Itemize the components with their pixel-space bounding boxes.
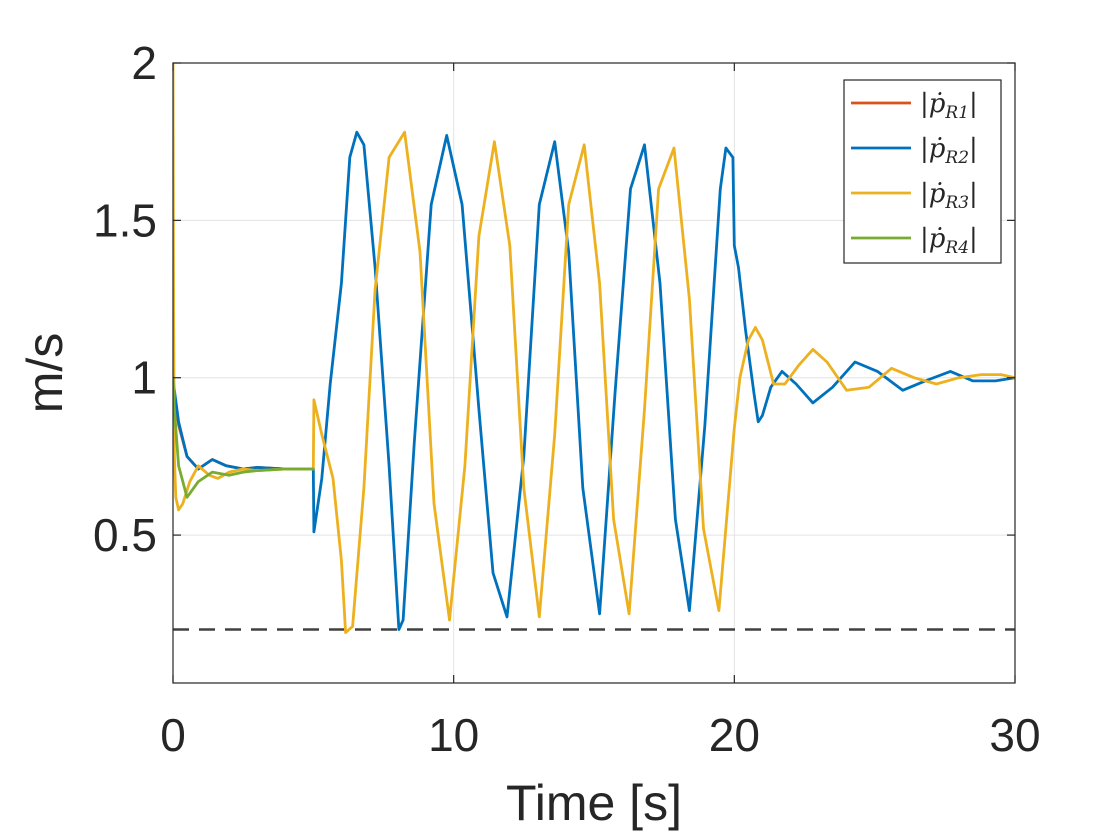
x-tick-label: 0 [160,709,186,761]
x-tick-label: 10 [428,709,479,761]
series-line-r3 [173,63,1015,634]
series-layer [173,63,1015,634]
y-tick-label: 1.5 [93,194,157,246]
y-tick-label: 1 [131,352,157,404]
legend-label-r1: |ṗR1| [920,89,978,123]
series-line-r4 [173,376,315,499]
plot-frame [172,62,1016,684]
legend-label-r3: |ṗR3| [920,179,978,213]
x-tick-label: 20 [709,709,760,761]
y-tick-label: 2 [131,37,157,89]
legend-box [843,79,1002,264]
x-axis-title: Time [s] [506,775,682,831]
ticks [172,62,1016,683]
y-axis-title: m/s [17,333,73,414]
x-tick-label: 30 [989,709,1040,761]
tick-labels: 0 10 20 30 0.5 1 1.5 2 [93,37,1041,761]
legend: |ṗR1| |ṗR2| |ṗR3| |ṗR4| [843,79,1002,264]
legend-label-r2: |ṗR2| [920,134,978,168]
y-tick-label: 0.5 [93,509,157,561]
legend-label-r4: |ṗR4| [920,224,978,258]
